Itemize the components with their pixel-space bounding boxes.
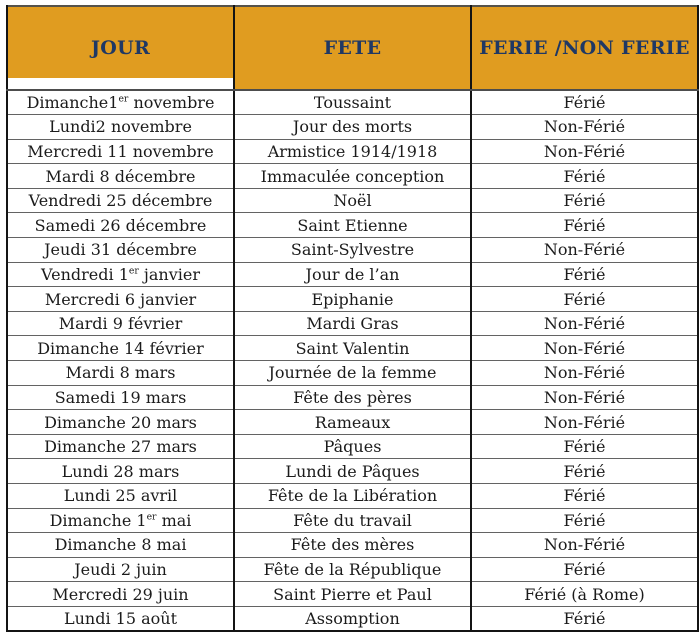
table-row: Dimanche 27 mars Pâques Férié bbox=[6, 433, 699, 460]
cell-ferie: Férié bbox=[470, 286, 699, 312]
cell-ferie: Férié bbox=[470, 458, 699, 484]
cell-jour: Mardi 8 mars bbox=[6, 360, 235, 386]
cell-jour: Vendredi 25 décembre bbox=[6, 187, 235, 214]
cell-ferie: Non-Férié bbox=[470, 409, 699, 435]
cell-fete: Journée de la femme bbox=[233, 360, 472, 386]
table-row: Jeudi 2 juin Fête de la République Férié bbox=[6, 556, 699, 583]
cell-jour: Mercredi 29 juin bbox=[6, 581, 235, 607]
table-row: Lundi 15 août Assomption Férié bbox=[6, 605, 699, 632]
table-row: Lundi 28 mars Lundi de Pâques Férié bbox=[6, 458, 699, 484]
cell-ferie: Férié bbox=[470, 212, 699, 239]
cell-ferie: Férié bbox=[470, 163, 699, 189]
column-header-ferie: FERIE /NON FERIE bbox=[470, 6, 699, 91]
cell-ferie: Férié bbox=[470, 433, 699, 460]
cell-jour: Dimanche1er novembre bbox=[6, 89, 235, 116]
table-row: Lundi 25 avril Fête de la Libération Fér… bbox=[6, 483, 699, 509]
cell-fete: Saint Valentin bbox=[233, 335, 472, 362]
table-body: Dimanche1er novembre Toussaint Férié Lun… bbox=[6, 89, 699, 632]
cell-fete: Mardi Gras bbox=[233, 310, 472, 337]
cell-fete: Noël bbox=[233, 187, 472, 214]
table-row: Mercredi 29 juin Saint Pierre et Paul Fé… bbox=[6, 581, 699, 607]
cell-jour: Dimanche 14 février bbox=[6, 335, 235, 362]
cell-ferie: Férié bbox=[470, 187, 699, 214]
cell-ferie: Férié bbox=[470, 89, 699, 116]
table-row: Mercredi 11 novembre Armistice 1914/1918… bbox=[6, 138, 699, 165]
cell-ferie: Non-Férié bbox=[470, 532, 699, 558]
cell-fete: Rameaux bbox=[233, 409, 472, 435]
cell-fete: Saint Pierre et Paul bbox=[233, 581, 472, 607]
cell-jour: Mercredi 11 novembre bbox=[6, 138, 235, 165]
column-header-fete: FETE bbox=[233, 6, 472, 91]
cell-fete: Saint-Sylvestre bbox=[233, 237, 472, 263]
table-row: Dimanche1er novembre Toussaint Férié bbox=[6, 89, 699, 116]
table-row: Dimanche 1er mai Fête du travail Férié bbox=[6, 507, 699, 534]
table-header: JOUR FETE FERIE /NON FERIE bbox=[6, 6, 699, 91]
cell-fete: Fête du travail bbox=[233, 507, 472, 534]
cell-fete: Jour de l’an bbox=[233, 261, 472, 288]
cell-fete: Fête de la Libération bbox=[233, 483, 472, 509]
cell-ferie: Férié bbox=[470, 605, 699, 632]
cell-fete: Jour des morts bbox=[233, 114, 472, 140]
cell-jour: Mardi 9 février bbox=[6, 310, 235, 337]
cell-ferie: Non-Férié bbox=[470, 237, 699, 263]
cell-jour: Mercredi 6 janvier bbox=[6, 286, 235, 312]
cell-jour: Dimanche 20 mars bbox=[6, 409, 235, 435]
cell-fete: Fête des mères bbox=[233, 532, 472, 558]
cell-ferie: Non-Férié bbox=[470, 310, 699, 337]
cell-ferie: Férié (à Rome) bbox=[470, 581, 699, 607]
cell-jour: Jeudi 31 décembre bbox=[6, 237, 235, 263]
cell-fete: Fête des pères bbox=[233, 384, 472, 411]
table-row: Dimanche 20 mars Rameaux Non-Férié bbox=[6, 409, 699, 435]
table-row: Mercredi 6 janvier Epiphanie Férié bbox=[6, 286, 699, 312]
cell-ferie: Non-Férié bbox=[470, 335, 699, 362]
cell-ferie: Férié bbox=[470, 507, 699, 534]
cell-jour: Samedi 26 décembre bbox=[6, 212, 235, 239]
table-row: Dimanche 8 mai Fête des mères Non-Férié bbox=[6, 532, 699, 558]
cell-ferie: Férié bbox=[470, 261, 699, 288]
cell-ferie: Non-Férié bbox=[470, 138, 699, 165]
cell-jour: Jeudi 2 juin bbox=[6, 556, 235, 583]
cell-jour: Samedi 19 mars bbox=[6, 384, 235, 411]
cell-jour: Mardi 8 décembre bbox=[6, 163, 235, 189]
cell-jour: Dimanche 8 mai bbox=[6, 532, 235, 558]
table-row: Samedi 19 mars Fête des pères Non-Férié bbox=[6, 384, 699, 411]
cell-jour: Lundi 15 août bbox=[6, 605, 235, 632]
table-row: Dimanche 14 février Saint Valentin Non-F… bbox=[6, 335, 699, 362]
table-row: Vendredi 1er janvier Jour de l’an Férié bbox=[6, 261, 699, 288]
cell-fete: Immaculée conception bbox=[233, 163, 472, 189]
cell-fete: Armistice 1914/1918 bbox=[233, 138, 472, 165]
cell-fete: Lundi de Pâques bbox=[233, 458, 472, 484]
table-row: Vendredi 25 décembre Noël Férié bbox=[6, 187, 699, 214]
cell-jour: Lundi2 novembre bbox=[6, 114, 235, 140]
holidays-table: JOUR FETE FERIE /NON FERIE Dimanche1er n… bbox=[6, 5, 699, 633]
table-row: Jeudi 31 décembre Saint-Sylvestre Non-Fé… bbox=[6, 237, 699, 263]
table-row: Lundi2 novembre Jour des morts Non-Férié bbox=[6, 114, 699, 140]
cell-fete: Fête de la République bbox=[233, 556, 472, 583]
cell-jour: Dimanche 1er mai bbox=[6, 507, 235, 534]
cell-fete: Pâques bbox=[233, 433, 472, 460]
table-row: Mardi 8 mars Journée de la femme Non-Fér… bbox=[6, 360, 699, 386]
cell-fete: Epiphanie bbox=[233, 286, 472, 312]
cell-ferie: Non-Férié bbox=[470, 384, 699, 411]
table-row: Samedi 26 décembre Saint Etienne Férié bbox=[6, 212, 699, 239]
cell-fete: Assomption bbox=[233, 605, 472, 632]
cell-fete: Toussaint bbox=[233, 89, 472, 116]
cell-ferie: Non-Férié bbox=[470, 360, 699, 386]
table-row: Mardi 9 février Mardi Gras Non-Férié bbox=[6, 310, 699, 337]
cell-jour: Dimanche 27 mars bbox=[6, 433, 235, 460]
column-header-jour: JOUR bbox=[6, 6, 235, 91]
cell-ferie: Non-Férié bbox=[470, 114, 699, 140]
cell-fete: Saint Etienne bbox=[233, 212, 472, 239]
cell-jour: Lundi 25 avril bbox=[6, 483, 235, 509]
cell-ferie: Férié bbox=[470, 483, 699, 509]
table-row: Mardi 8 décembre Immaculée conception Fé… bbox=[6, 163, 699, 189]
header-row: JOUR FETE FERIE /NON FERIE bbox=[6, 6, 699, 91]
cell-jour: Lundi 28 mars bbox=[6, 458, 235, 484]
cell-ferie: Férié bbox=[470, 556, 699, 583]
cell-jour: Vendredi 1er janvier bbox=[6, 261, 235, 288]
